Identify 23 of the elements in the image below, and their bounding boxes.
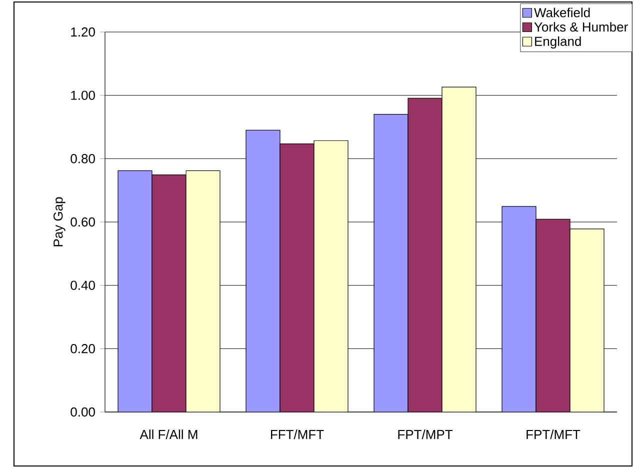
y-tick-label: 0.60	[70, 217, 95, 227]
y-tick-label: 1.20	[71, 27, 95, 37]
legend-label: England	[535, 36, 581, 49]
y-tick-label: 0.80	[70, 154, 95, 164]
bar	[280, 143, 314, 412]
x-tick-label: All F/All M	[140, 430, 198, 440]
bar	[570, 228, 604, 412]
y-tick-label: 0.00	[70, 407, 95, 417]
x-tick-label: FFT/MFT	[271, 430, 324, 440]
bar	[186, 170, 220, 412]
y-tick-label: 0.40	[70, 280, 95, 290]
bar	[314, 140, 348, 412]
bar	[408, 98, 442, 412]
legend-label: Wakefield	[534, 8, 590, 18]
y-tick-label: 1.00	[71, 90, 95, 100]
bar	[442, 86, 476, 412]
y-axis-title: Pay Gap	[54, 197, 66, 246]
y-tick-label: 0.20	[70, 344, 95, 354]
legend-label: Yorks & Humber	[534, 22, 628, 32]
bar	[536, 218, 570, 412]
x-tick-label: FPT/MFT	[526, 430, 580, 440]
bar	[152, 174, 186, 412]
x-tick-label: FPT/MPT	[398, 430, 453, 440]
